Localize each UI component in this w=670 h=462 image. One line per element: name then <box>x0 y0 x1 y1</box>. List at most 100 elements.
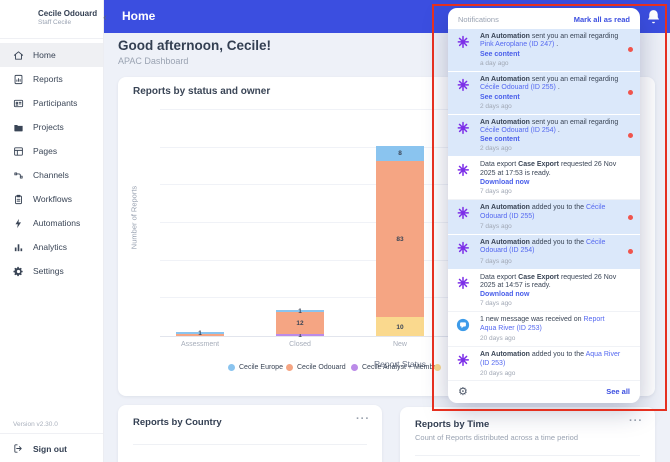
notifications-header: Notifications Mark all as read <box>448 8 640 29</box>
sidebar-item-channels[interactable]: Channels <box>0 163 103 187</box>
legend-dot <box>434 364 441 371</box>
sidebar-item-pages[interactable]: Pages <box>0 139 103 163</box>
card-menu-icon[interactable]: ··· <box>629 415 643 427</box>
clipboard-icon <box>13 194 24 205</box>
sidebar-item-label: Automations <box>33 218 81 228</box>
gear-icon <box>13 266 24 277</box>
sidebar-item-analytics[interactable]: Analytics <box>0 235 103 259</box>
user-profile[interactable]: Cecile Odouard Staff Cecile ‹ <box>0 0 107 36</box>
notification-action-link[interactable]: See content <box>480 93 520 101</box>
notification-item[interactable]: An Automation added you to the Aqua Rive… <box>448 347 640 380</box>
sidebar-item-automations[interactable]: Automations <box>0 211 103 235</box>
legend-item-1[interactable]: Cecile Europe <box>228 364 283 371</box>
notification-item[interactable]: Data export Case Export requested 26 Nov… <box>448 157 640 201</box>
notifications-bell-icon[interactable] <box>645 8 662 25</box>
y-axis-label: Number of Reports <box>129 185 139 250</box>
notification-entity-link[interactable]: Cécile Odouard (ID 254) <box>480 238 606 255</box>
x-axis-label: Report Status <box>374 359 426 369</box>
user-role: Staff Cecile <box>38 18 72 26</box>
sign-out-label: Sign out <box>33 443 67 454</box>
legend-dot <box>351 364 358 371</box>
bar-segment[interactable] <box>376 317 424 336</box>
sidebar-item-home[interactable]: Home <box>0 43 103 67</box>
bar-segment[interactable] <box>176 332 224 335</box>
bar-value-label: 1 <box>298 307 302 315</box>
greeting-block: Good afternoon, Cecile! APAC Dashboard <box>118 38 271 66</box>
divider <box>133 444 367 445</box>
unread-dot <box>628 47 633 53</box>
legend-item-4[interactable] <box>434 364 445 371</box>
sidebar-item-label: Analytics <box>33 242 68 252</box>
home-icon <box>13 50 24 61</box>
divider <box>415 455 640 456</box>
sidebar-nav: Home Reports Participants Projects Pages Chan… <box>0 43 103 283</box>
greeting-subtitle: APAC Dashboard <box>118 56 189 66</box>
sidebar-item-label: Workflows <box>33 194 73 204</box>
page-title: Home <box>122 9 156 23</box>
notification-text: 1 new message was received on Report Aqu… <box>480 316 605 332</box>
sidebar-item-workflows[interactable]: Workflows <box>0 187 103 211</box>
greeting-title: Good afternoon, Cecile! <box>118 38 272 53</box>
card-title: Reports by Time <box>415 419 490 430</box>
sign-out-button[interactable]: Sign out <box>0 435 116 462</box>
notification-action-link[interactable]: See content <box>480 50 520 58</box>
channels-icon <box>13 170 24 181</box>
reports-icon <box>13 74 24 85</box>
bar-segment[interactable] <box>276 311 324 335</box>
bar-segment[interactable] <box>376 160 424 318</box>
sidebar-collapse-icon[interactable]: ‹ <box>103 12 107 24</box>
x-axis-tick: New <box>392 341 407 348</box>
notification-action-link[interactable]: Download now <box>480 291 530 299</box>
version-label: Version v2.30.0 <box>13 421 58 428</box>
x-axis-tick: Assessment <box>180 341 220 348</box>
notification-entity-link[interactable]: Pink Aeroplane (ID 247) <box>480 41 555 49</box>
legend-item-2[interactable]: Cecile Odouard <box>286 364 346 371</box>
notification-item[interactable]: An Automation added you to the Cécile Od… <box>448 200 640 235</box>
notification-action-link[interactable]: See content <box>480 136 520 144</box>
notification-entity-link[interactable]: Report Aqua River (ID 253) <box>480 316 605 332</box>
notification-entity-link[interactable]: Cécile Odouard (ID 255) <box>480 204 606 220</box>
bar-value-label: 1 <box>298 332 302 340</box>
bar-segment[interactable] <box>276 334 324 336</box>
notification-entity-link[interactable]: Cécile Odouard (ID 254) <box>480 126 556 134</box>
notification-item[interactable]: Data export Case Export requested 26 Nov… <box>448 269 640 313</box>
unread-dot <box>628 249 633 255</box>
card-title: Reports by Country <box>133 417 222 428</box>
mark-all-read-link[interactable]: Mark all as read <box>573 15 630 24</box>
x-axis-tick: Closed <box>289 341 311 348</box>
notification-item[interactable]: 1 new message was received on Report Aqu… <box>448 312 640 348</box>
notification-timestamp: 7 days ago <box>480 188 512 196</box>
notification-entity-link[interactable]: Cécile Odouard (ID 255) <box>480 84 556 92</box>
notification-item[interactable]: An Automation sent you an email regardin… <box>448 71 640 115</box>
notification-entity-link[interactable]: Aqua River (ID 253) <box>480 351 621 367</box>
notification-item[interactable]: An Automation sent you an email regardin… <box>448 29 640 72</box>
avatar <box>8 6 32 30</box>
automation-icon <box>456 119 480 153</box>
notification-timestamp: 20 days ago <box>480 370 516 378</box>
notification-action-link[interactable]: Download now <box>480 179 530 187</box>
legend-label: Cecile Odouard <box>297 364 346 371</box>
sidebar-item-settings[interactable]: Settings <box>0 259 103 283</box>
bar-segment[interactable] <box>376 145 424 161</box>
notification-settings-icon[interactable]: ⚙ <box>458 385 468 398</box>
sidebar-item-reports[interactable]: Reports <box>0 67 103 91</box>
reports-by-country-card: Reports by Country ··· <box>118 405 382 462</box>
sidebar-item-projects[interactable]: Projects <box>0 115 103 139</box>
bar-value-label: 1 <box>198 330 202 338</box>
bar-segment[interactable] <box>176 334 224 336</box>
automation-icon <box>456 161 480 195</box>
automation-icon <box>456 204 480 230</box>
sidebar-item-label: Settings <box>33 266 64 276</box>
notification-item[interactable]: An Automation sent you an email regardin… <box>448 114 640 158</box>
bolt-icon <box>13 218 24 229</box>
bar-segment[interactable] <box>276 309 324 312</box>
legend-item-3[interactable]: Cecile Analyst + Member <box>351 364 440 371</box>
user-name: Cecile Odouard <box>38 9 98 19</box>
sidebar-item-label: Reports <box>33 74 63 84</box>
sidebar-item-participants[interactable]: Participants <box>0 91 103 115</box>
card-menu-icon[interactable]: ··· <box>356 413 370 425</box>
notification-timestamp: 7 days ago <box>480 222 512 230</box>
see-all-link[interactable]: See all <box>606 387 630 396</box>
notification-text: An Automation sent you an email regardin… <box>480 75 619 92</box>
notification-item[interactable]: An Automation added you to the Cécile Od… <box>448 234 640 270</box>
